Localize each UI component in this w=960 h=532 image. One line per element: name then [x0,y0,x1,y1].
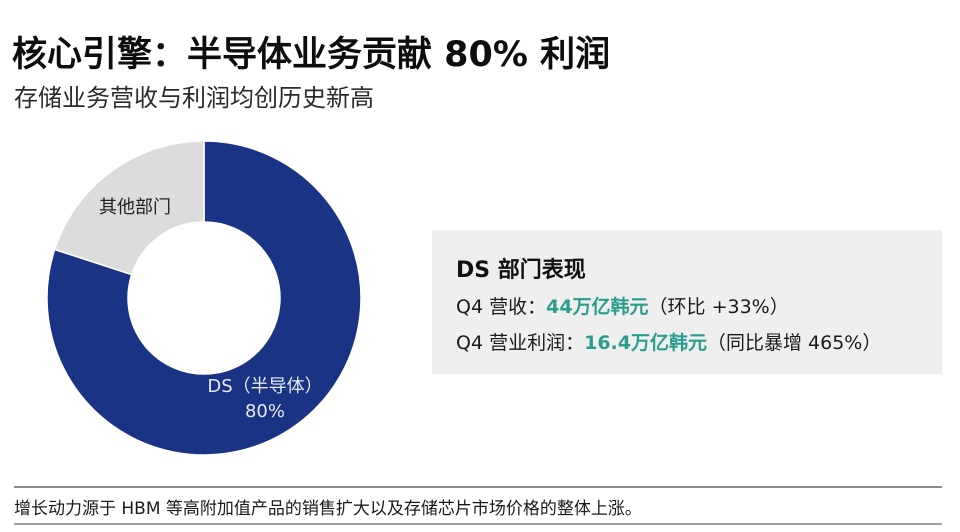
q4-profit-label: Q4 营业利润： [456,332,585,354]
q4-revenue-change: （环比 +33%） [648,296,789,318]
page-subtitle: 存储业务营收与利润均创历史新高 [14,84,374,112]
footer-divider-bottom [14,523,942,525]
footer-note: 增长动力源于 HBM 等高附加值产品的销售扩大以及存储芯片市场价格的整体上涨。 [14,499,642,519]
segment-label-ds: DS（半导体） 80% [206,374,324,424]
q4-profit-change: （同比暴增 465%） [706,332,882,354]
segment-label-ds-name: DS（半导体） [207,376,323,397]
q4-revenue-label: Q4 营收： [456,296,547,318]
q4-revenue-value: 44万亿韩元 [546,296,649,318]
info-box-title: DS 部门表现 [456,258,586,283]
donut-segment-other [53,140,205,276]
segment-label-ds-percent: 80% [244,401,285,422]
q4-revenue-line: Q4 营收：44万亿韩元（环比 +33%） [456,292,789,319]
donut-chart: 其他部门 DS（半导体） 80% [0,0,420,470]
segment-label-other: 其他部门 [99,197,171,218]
donut-svg [46,140,362,456]
q4-profit-value: 16.4万亿韩元 [584,332,707,354]
q4-profit-line: Q4 营业利润：16.4万亿韩元（同比暴增 465%） [456,328,881,355]
ds-performance-box: DS 部门表现 Q4 营收：44万亿韩元（环比 +33%） Q4 营业利润：16… [432,230,942,374]
footer-divider-top [14,486,942,488]
page-title: 核心引擎：半导体业务贡献 80% 利润 [12,35,611,75]
donut-segment-ds [46,140,362,456]
